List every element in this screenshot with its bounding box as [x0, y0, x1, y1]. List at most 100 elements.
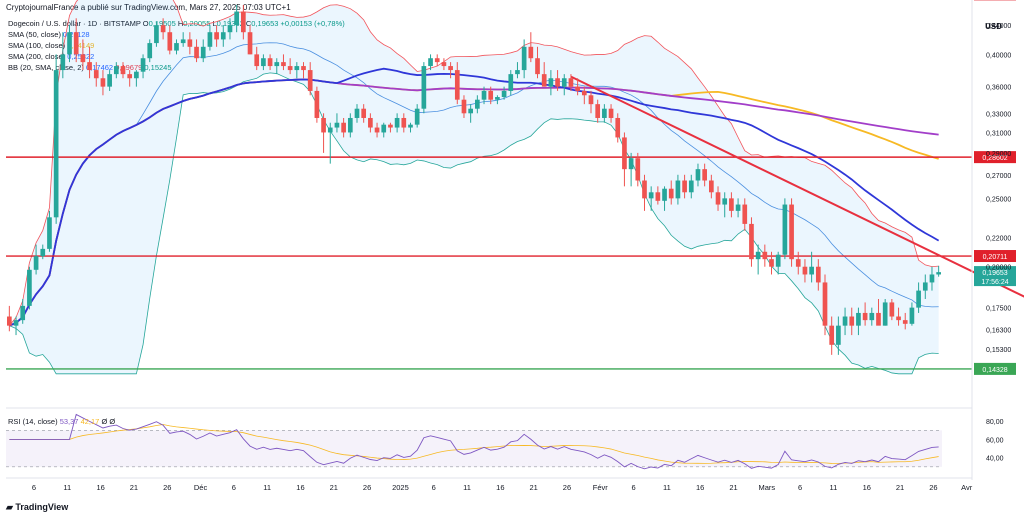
candle-body	[301, 66, 306, 71]
candle-body	[160, 25, 166, 33]
candle-body	[408, 124, 413, 128]
candle-body	[347, 117, 353, 133]
candle-body	[715, 192, 721, 205]
candle-body	[495, 97, 500, 100]
x-tick-label: 6	[631, 483, 635, 492]
y-tick-label: 0,40000	[986, 52, 1011, 59]
candle-body	[515, 70, 520, 75]
candle-body	[120, 66, 126, 75]
x-tick-label: 6	[32, 483, 36, 492]
candle-body	[568, 78, 574, 87]
candle-body	[174, 43, 179, 51]
candle-body	[709, 180, 714, 193]
x-tick-label: 21	[130, 483, 138, 492]
x-tick-label: 21	[529, 483, 537, 492]
legend-bb[interactable]: BB (20, SMA, close, 2) 0,17462 0,19679 0…	[8, 63, 172, 72]
candle-body	[588, 95, 594, 105]
candle-body	[769, 259, 774, 267]
close-value: 0,19653	[251, 19, 279, 28]
candle-body	[675, 180, 681, 199]
y-tick-label: 0,20000	[986, 265, 1011, 272]
candle-body	[488, 90, 494, 100]
countdown-label: 17:56:24	[981, 279, 1008, 286]
candle-body	[294, 66, 300, 71]
symbol-title[interactable]: Dogecoin / U.S. dollar · 1D · BITSTAMP	[8, 19, 141, 28]
candle-body	[13, 320, 19, 326]
candle-body	[729, 198, 734, 211]
candle-body	[107, 74, 112, 87]
level-price-label: 0,14328	[982, 367, 1007, 374]
candle-body	[561, 78, 567, 87]
candle-body	[501, 90, 507, 98]
descending-trendline	[570, 75, 1024, 298]
candle-body	[60, 54, 66, 71]
candle-body	[220, 32, 226, 40]
candle-body	[87, 62, 92, 71]
candle-body	[254, 54, 260, 67]
candle-body	[735, 204, 741, 211]
candle-body	[428, 58, 433, 67]
candle-body	[454, 70, 460, 100]
y-tick-label: 0,33000	[986, 111, 1011, 118]
candle-body	[167, 32, 173, 51]
candle-body	[441, 62, 447, 67]
candle-body	[314, 90, 320, 118]
bb-band-fill	[9, 0, 939, 374]
candle-body	[608, 108, 614, 118]
level-price-label: 0,20711	[983, 254, 1008, 261]
rsi-ma-line	[9, 424, 939, 464]
candle-body	[40, 248, 46, 257]
candle-body	[93, 70, 99, 79]
candle-body	[67, 32, 72, 55]
x-tick-label: Déc	[194, 483, 208, 492]
candle-body	[849, 316, 855, 326]
candle-body	[341, 122, 346, 133]
publisher-line: CryptojournalFrance a publié sur Trading…	[6, 3, 291, 12]
candle-body	[154, 25, 159, 44]
legend-rsi[interactable]: RSI (14, close) 53,37 42,17 Ø Ø	[8, 417, 116, 426]
candle-body	[147, 43, 153, 59]
candle-body	[180, 39, 186, 44]
x-tick-label: 16	[296, 483, 304, 492]
candle-body	[548, 78, 554, 87]
candle-body	[448, 66, 453, 71]
last-price-tag	[974, 266, 1016, 287]
legend-sma100[interactable]: SMA (100, close) 0,24149	[8, 41, 95, 50]
candle-body	[722, 198, 728, 205]
sma-50-line	[8, 67, 940, 327]
candle-body	[535, 58, 540, 75]
x-tick-label: 6	[798, 483, 802, 492]
candle-body	[327, 127, 333, 133]
x-tick-label: 21	[330, 483, 338, 492]
candle-body	[80, 54, 86, 63]
candle-body	[742, 204, 748, 224]
candle-body	[127, 74, 133, 79]
candle-body	[635, 158, 641, 181]
level-price-tag	[974, 362, 1016, 375]
candle-body	[668, 188, 674, 199]
candle-body	[822, 282, 828, 326]
y-tick-label: 0,22000	[986, 236, 1011, 243]
candle-body	[528, 46, 534, 59]
candle-body	[461, 99, 467, 114]
x-tick-label: 11	[830, 483, 838, 492]
candle-body	[876, 312, 881, 326]
candle-body	[307, 70, 313, 91]
candle-body	[749, 223, 754, 260]
tradingview-logo[interactable]: ▰ TradingView	[6, 502, 69, 512]
x-tick-label: 16	[863, 483, 871, 492]
candle-body	[869, 312, 875, 321]
candle-body	[575, 86, 580, 91]
x-tick-label: 2025	[392, 483, 409, 492]
candle-body	[140, 58, 146, 72]
candle-body	[936, 272, 941, 275]
close-label: C	[245, 19, 252, 28]
y-tick-label: 0,25000	[986, 196, 1011, 203]
low-label: L	[212, 19, 217, 28]
high-value: 0,20055	[183, 19, 211, 28]
candle-body	[688, 180, 694, 193]
candle-body	[20, 305, 26, 321]
high-label: H	[177, 19, 184, 28]
